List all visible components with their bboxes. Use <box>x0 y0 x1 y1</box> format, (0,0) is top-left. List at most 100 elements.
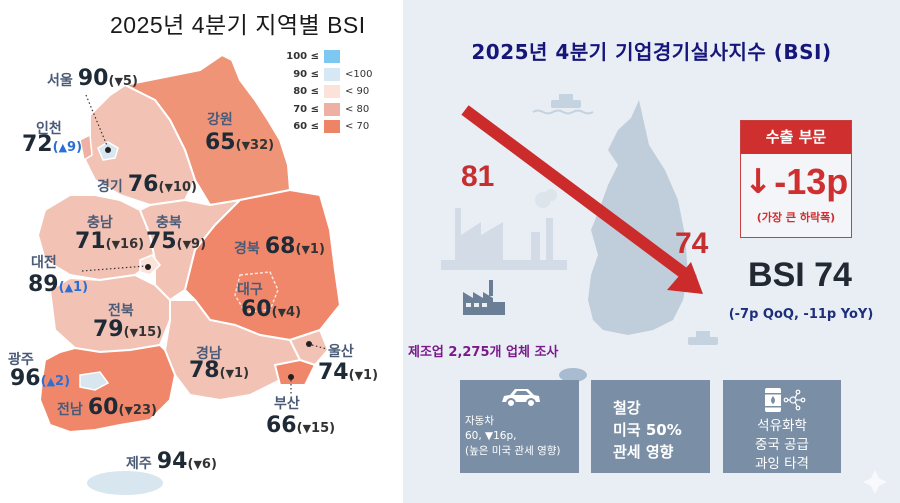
region-jeju <box>87 471 163 495</box>
label-busan: 부산 <box>274 393 300 413</box>
region-change: 1 <box>73 280 83 295</box>
region-change: 16 <box>120 237 139 252</box>
region-change: 1 <box>363 368 373 383</box>
region-change: 15 <box>138 325 157 340</box>
card-line: 철강 <box>613 399 641 417</box>
previous-bsi-value: 81 <box>461 160 495 193</box>
legend-lo: 90 ≤ <box>293 68 319 80</box>
label-ulsan: 울산 <box>328 341 354 361</box>
label-daejeon: 대전 <box>31 252 57 272</box>
region-value: 94 <box>156 449 188 474</box>
card-automobile: 자동차 60, ▼16p, (높은 미국 관세 영향) <box>460 380 579 473</box>
export-sector-header: 수출 부문 <box>741 121 851 154</box>
wave-icon <box>532 109 594 115</box>
region-change: 23 <box>132 403 151 418</box>
region-value: 74 <box>318 360 349 385</box>
down-triangle-icon: ▼ <box>164 181 173 194</box>
label-jeonbuk: 전북 <box>108 300 134 320</box>
region-change: 1 <box>234 366 244 381</box>
label-seoul: 서울 90(▼5) <box>47 66 138 91</box>
region-name: 서울 <box>47 73 73 89</box>
region-change: 15 <box>311 421 330 436</box>
sparkle-icon <box>863 470 887 494</box>
region-value: 65 <box>205 130 236 155</box>
label-incheon-value: 72(▲9) <box>22 132 83 157</box>
legend-lo: 80 ≤ <box>293 86 319 98</box>
daejeon-marker <box>145 264 151 270</box>
region-incheon <box>79 133 93 162</box>
map-title: 2025년 4분기 지역별 BSI <box>110 12 366 38</box>
region-change: 2 <box>55 374 65 389</box>
legend-swatch <box>324 102 340 116</box>
export-sector-box: 수출 부문 ↓ -13p (가장 큰 하락폭) <box>740 120 852 238</box>
region-change: 6 <box>201 457 211 472</box>
legend-hi: < 90 <box>345 86 370 98</box>
bsi-headline: BSI 74 <box>748 256 852 294</box>
region-name: 대구 <box>237 282 263 298</box>
region-name: 충남 <box>87 215 113 231</box>
region-change: 10 <box>172 180 191 195</box>
label-daegu: 대구 <box>237 279 263 299</box>
label-gyeongnam: 경남 <box>196 343 222 363</box>
current-bsi-value: 74 <box>675 227 709 260</box>
down-triangle-icon: ▼ <box>193 458 202 471</box>
region-name: 경북 <box>234 241 260 257</box>
region-value: 89 <box>28 272 59 297</box>
survey-description: 제조업 2,275개 업체 조사 <box>408 345 559 360</box>
region-value: 68 <box>264 234 296 259</box>
label-gyeonggi: 경기 76(▼10) <box>97 172 197 197</box>
legend-hi: < 80 <box>345 103 370 115</box>
region-name: 충북 <box>156 215 182 231</box>
down-triangle-icon: ▼ <box>301 243 310 256</box>
seoul-marker <box>105 147 111 153</box>
down-triangle-icon: ▼ <box>129 326 139 339</box>
region-value: 96 <box>10 366 41 391</box>
korea-silhouette <box>588 100 688 335</box>
label-daegu-value: 60(▼4) <box>241 297 302 322</box>
label-ulsan-value: 74(▼1) <box>318 360 379 385</box>
region-value: 66 <box>266 413 297 438</box>
region-value: 79 <box>93 317 124 342</box>
region-name: 전북 <box>108 303 134 319</box>
down-triangle-icon: ▼ <box>277 306 287 319</box>
label-gyeongbuk: 경북 68(▼1) <box>234 234 325 259</box>
region-gwangju <box>79 371 110 391</box>
oil-barrel-icon <box>765 388 806 412</box>
region-gyeonggi <box>83 83 197 207</box>
region-name: 전남 <box>57 402 83 418</box>
region-name: 경기 <box>97 179 123 195</box>
down-triangle-icon: ▼ <box>241 139 251 152</box>
region-name: 제주 <box>126 456 152 472</box>
region-change: 4 <box>286 305 296 320</box>
card-petrochemical: 석유화학 중국 공급 과잉 타격 <box>723 380 841 473</box>
legend-row-90: 90 ≤ <100 <box>285 66 372 84</box>
map-legend: 100 ≤ 90 ≤ <100 80 ≤ < 90 70 ≤ < 80 60 ≤… <box>285 48 372 136</box>
down-triangle-icon: ▼ <box>111 238 121 251</box>
legend-swatch <box>324 85 340 99</box>
legend-swatch <box>324 120 340 134</box>
label-busan-value: 66(▼15) <box>266 413 336 438</box>
up-triangle-icon: ▲ <box>46 375 56 388</box>
card-line: 자동차 <box>465 415 494 427</box>
label-jeonbuk-value: 79(▼15) <box>93 317 163 342</box>
daejeon-leader-line <box>81 265 147 272</box>
ship-icon <box>688 331 718 345</box>
legend-lo: 60 ≤ <box>293 121 319 133</box>
legend-swatch <box>324 67 340 81</box>
region-value: 72 <box>22 132 53 157</box>
regional-bsi-map-panel: 2025년 4분기 지역별 BSI <box>0 0 403 503</box>
summary-title: 2025년 4분기 기업경기실사지수 (BSI) <box>471 40 832 64</box>
korea-region-map <box>36 53 342 495</box>
legend-lo: 100 ≤ <box>286 51 319 63</box>
export-change-note: (가장 큰 하락폭) <box>756 211 836 224</box>
legend-row-80: 80 ≤ < 90 <box>285 83 372 101</box>
region-name: 강원 <box>207 112 233 128</box>
card-line: (높은 미국 관세 영향) <box>465 445 561 457</box>
card-line: 미국 50% <box>613 421 682 439</box>
label-chungnam: 충남 <box>87 212 113 232</box>
background-illustration <box>441 94 887 494</box>
ulsan-leader-line <box>311 344 328 350</box>
ship-icon <box>551 94 581 108</box>
region-ulsan <box>288 328 330 367</box>
down-triangle-icon: ▼ <box>124 404 133 417</box>
